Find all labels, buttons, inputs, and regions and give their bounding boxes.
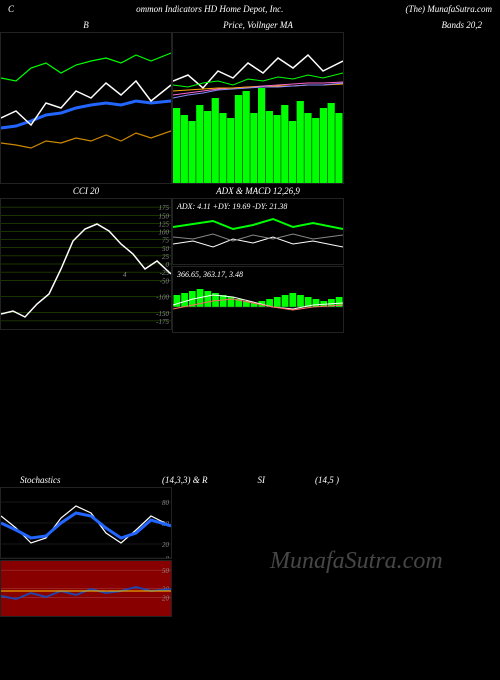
price-ma-title: Price, Vollnger MA xyxy=(172,18,344,32)
svg-text:ADX: 4.11 +DY: 19.69 -DY: 21.3: ADX: 4.11 +DY: 19.69 -DY: 21.38 xyxy=(176,202,287,211)
bollinger-title: B xyxy=(0,18,172,32)
svg-text:-50: -50 xyxy=(160,277,170,285)
svg-text:50: 50 xyxy=(162,245,170,253)
adx-macd-title: ADX & MACD 12,26,9 xyxy=(172,184,344,198)
stoch-title-left: Stochastics xyxy=(20,475,61,485)
svg-text:50: 50 xyxy=(162,567,170,575)
svg-text:20: 20 xyxy=(162,541,170,549)
cci-title: CCI 20 xyxy=(0,184,172,198)
svg-text:-150: -150 xyxy=(156,310,169,318)
stoch-title-rest: (14,3,3) & R SI (14,5 ) xyxy=(172,473,492,487)
svg-text:0: 0 xyxy=(166,261,170,269)
svg-text:75: 75 xyxy=(162,237,170,245)
bands-label-panel: Bands 20,2 xyxy=(344,18,494,184)
svg-text:175: 175 xyxy=(159,204,170,212)
bands-title: Bands 20,2 xyxy=(344,18,494,32)
svg-text:20: 20 xyxy=(162,595,170,603)
svg-text:0: 0 xyxy=(166,555,170,558)
stoch-title-mid2: SI xyxy=(258,475,266,485)
svg-text:25: 25 xyxy=(162,253,170,261)
svg-text:4: 4 xyxy=(123,271,127,279)
stoch-title-rest-panel: (14,3,3) & R SI (14,5 ) xyxy=(172,473,492,487)
stoch-title-row: Stochastics xyxy=(0,473,172,487)
header-right: (The) MunafaSutra.com xyxy=(406,4,493,14)
header-left: C xyxy=(8,4,14,14)
svg-text:150: 150 xyxy=(159,212,170,220)
row-2: CCI 20 1751501251007550250-25-50-100-150… xyxy=(0,184,500,333)
adx-macd-panel: ADX & MACD 12,26,9 ADX: 4.11 +DY: 19.69 … xyxy=(172,184,344,333)
row-3: Stochastics 80 50 20 0 503020 (14,3,3) & R … xyxy=(0,473,500,617)
stoch-title-right: (14,5 ) xyxy=(315,475,339,485)
svg-text:-175: -175 xyxy=(156,318,169,326)
cci-panel: CCI 20 1751501251007550250-25-50-100-150… xyxy=(0,184,172,333)
svg-text:366.65, 363.17, 3.48: 366.65, 363.17, 3.48 xyxy=(176,270,243,279)
gap-spacer xyxy=(0,333,500,473)
adx-chart: ADX: 4.11 +DY: 19.69 -DY: 21.38 xyxy=(172,198,344,265)
svg-text:125: 125 xyxy=(159,220,170,228)
bollinger-panel: B xyxy=(0,18,172,184)
page-header: C ommon Indicators HD Home Depot, Inc. (… xyxy=(0,0,500,18)
cci-chart: 1751501251007550250-25-50-100-150-1754 xyxy=(0,198,172,330)
macd-chart: 366.65, 363.17, 3.48 xyxy=(172,266,344,333)
header-mid: ommon Indicators HD Home Depot, Inc. xyxy=(136,4,283,14)
bollinger-chart xyxy=(0,32,172,184)
bollinger-title-left: B xyxy=(83,20,89,30)
stochastics-panel: Stochastics 80 50 20 0 503020 xyxy=(0,473,172,617)
price-ma-panel: Price, Vollnger MA xyxy=(172,18,344,184)
stoch-title-mid: (14,3,3) & R xyxy=(162,475,208,485)
svg-text:-100: -100 xyxy=(156,294,169,302)
stoch-chart: 8050200 xyxy=(0,487,172,559)
price-ma-chart xyxy=(172,32,344,184)
rsi-chart: 503020 xyxy=(0,560,172,617)
svg-text:80: 80 xyxy=(162,499,170,507)
svg-text:100: 100 xyxy=(159,229,170,237)
row-1: B Price, Vollnger MA Bands 20,2 xyxy=(0,18,500,184)
